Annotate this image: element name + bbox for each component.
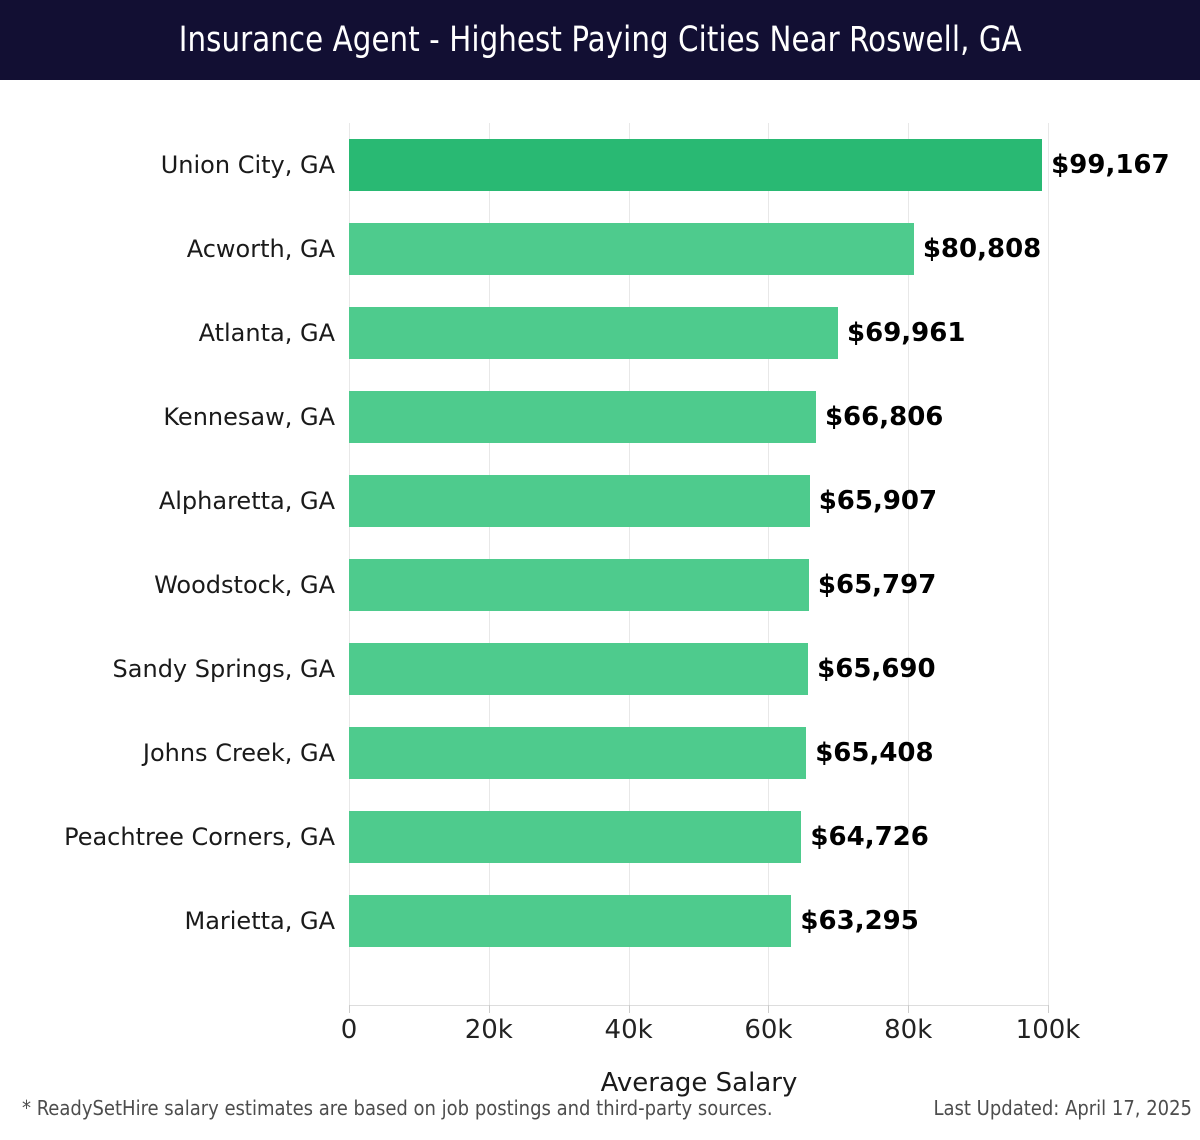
bar-value-label: $65,907 xyxy=(818,486,938,516)
bar-row[interactable]: Union City, GA $99,167 xyxy=(161,123,1170,207)
chart-area: Union City, GA $99,167 Acworth, GA $80,808 A… xyxy=(0,80,1200,1098)
bar-value-label: $65,797 xyxy=(817,570,937,600)
category-label-holder: Alpharetta, GA xyxy=(0,459,335,543)
x-tick-label: 80k xyxy=(884,1015,933,1045)
page-title: Insurance Agent - Highest Paying Cities … xyxy=(178,20,1022,60)
category-label-holder: Union City, GA xyxy=(0,123,335,207)
tick-mark xyxy=(1048,1005,1049,1013)
tick-mark xyxy=(628,1005,630,1013)
bar[interactable] xyxy=(349,727,807,779)
tick-mark xyxy=(488,1005,490,1013)
bar-row[interactable]: Acworth, GA $80,808 xyxy=(187,207,1048,291)
bar[interactable] xyxy=(349,643,809,695)
category-label: Alpharetta, GA xyxy=(158,487,335,515)
category-label-holder: Atlanta, GA xyxy=(0,291,335,375)
category-label: Union City, GA xyxy=(160,151,335,179)
bar-value-label: $66,806 xyxy=(824,402,944,432)
bar[interactable] xyxy=(349,475,810,527)
bar-row[interactable]: Atlanta, GA $69,961 xyxy=(199,291,1048,375)
footer: * ReadySetHire salary estimates are base… xyxy=(0,1090,1200,1140)
tick-mark xyxy=(768,1005,770,1013)
category-label: Woodstock, GA xyxy=(154,571,335,599)
category-label-holder: Marietta, GA xyxy=(0,879,335,963)
x-tick-label: 0 xyxy=(340,1015,358,1045)
category-label-holder: Johns Creek, GA xyxy=(0,711,335,795)
bar-value-label: $80,808 xyxy=(922,234,1042,264)
x-tick-label: 40k xyxy=(604,1015,653,1045)
chart-header-band: Insurance Agent - Highest Paying Cities … xyxy=(0,0,1200,80)
bar-row[interactable]: Sandy Springs, GA $65,690 xyxy=(113,627,1048,711)
bar[interactable] xyxy=(349,895,792,947)
bar-row[interactable]: Peachtree Corners, GA $64,726 xyxy=(64,795,1048,879)
bar-value-label: $65,408 xyxy=(815,738,934,768)
category-label: Peachtree Corners, GA xyxy=(64,823,335,851)
bar-row[interactable]: Alpharetta, GA $65,907 xyxy=(159,459,1048,543)
bar[interactable] xyxy=(349,223,914,275)
bar[interactable] xyxy=(349,139,1043,191)
gridline xyxy=(1048,123,1049,1005)
x-tick-label: 100k xyxy=(1015,1015,1081,1045)
category-label-holder: Woodstock, GA xyxy=(0,543,335,627)
bar-value-label: $64,726 xyxy=(810,822,929,852)
bar-row[interactable]: Marietta, GA $63,295 xyxy=(184,879,1048,963)
category-label: Kennesaw, GA xyxy=(163,403,335,431)
bar-row[interactable]: Johns Creek, GA $65,408 xyxy=(143,711,1048,795)
category-label: Marietta, GA xyxy=(184,907,335,935)
bar[interactable] xyxy=(349,307,839,359)
category-label: Sandy Springs, GA xyxy=(112,655,335,683)
x-tick-label: 20k xyxy=(464,1015,513,1045)
footer-last-updated: Last Updated: April 17, 2025 xyxy=(933,1096,1193,1120)
category-label: Acworth, GA xyxy=(186,235,335,263)
bar-row[interactable]: Woodstock, GA $65,797 xyxy=(154,543,1048,627)
plot-region: Union City, GA $99,167 Acworth, GA $80,808 A… xyxy=(64,123,1170,1098)
bar-row[interactable]: Kennesaw, GA $66,806 xyxy=(163,375,1048,459)
category-label-holder: Acworth, GA xyxy=(0,207,335,291)
category-label: Atlanta, GA xyxy=(198,319,335,347)
category-label-holder: Sandy Springs, GA xyxy=(0,627,335,711)
x-axis-line xyxy=(349,1005,1049,1006)
bar-value-label: $63,295 xyxy=(800,906,919,936)
category-label-holder: Peachtree Corners, GA xyxy=(0,795,335,879)
bar-value-label: $99,167 xyxy=(1051,150,1170,180)
tick-mark xyxy=(908,1005,910,1013)
tick-mark xyxy=(349,1005,350,1013)
x-tick-label: 60k xyxy=(744,1015,793,1045)
bar-value-label: $65,690 xyxy=(817,654,936,684)
gridline xyxy=(908,123,910,1005)
footer-disclaimer: * ReadySetHire salary estimates are base… xyxy=(22,1096,773,1120)
bar-value-label: $69,961 xyxy=(847,318,966,348)
category-label-holder: Kennesaw, GA xyxy=(0,375,335,459)
category-label: Johns Creek, GA xyxy=(142,739,335,767)
x-axis-label: Average Salary xyxy=(600,1068,798,1098)
bar[interactable] xyxy=(349,811,802,863)
bar[interactable] xyxy=(349,391,816,443)
bar[interactable] xyxy=(349,559,809,611)
